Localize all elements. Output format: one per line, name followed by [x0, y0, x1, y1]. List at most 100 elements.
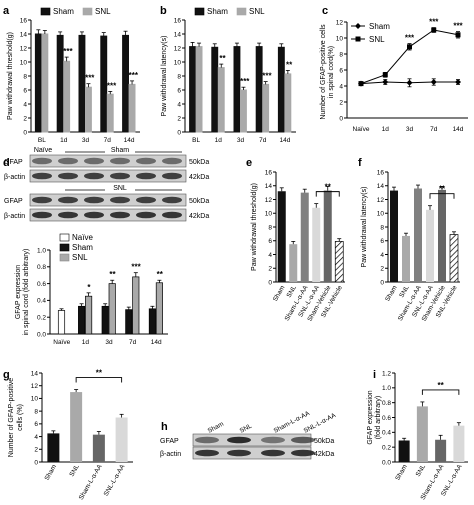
panel-f-xtick-label: Sham: [384, 285, 399, 303]
panel-f-bar: [426, 209, 434, 282]
panel-c-ytick-label: 4: [339, 83, 343, 90]
panel-f-ytick-label: 10: [377, 211, 385, 218]
panel-a-legend-snl-swatch: [82, 7, 93, 16]
panel-g-bar: [47, 433, 60, 462]
panel-b-xtick-label: 14d: [279, 137, 290, 144]
panel-d-sig: **: [109, 270, 116, 279]
panel-d-blot-band: [110, 157, 130, 165]
panel-i-bar: [453, 425, 465, 462]
panel-f-bar: [438, 189, 446, 282]
panel-f-bracket: [429, 193, 455, 199]
panel-g-ylabel-line2: cells (%): [17, 404, 24, 431]
panel-a-xtick-label: 14d: [124, 137, 135, 144]
panel-i-bar: [398, 440, 410, 462]
panel-a-bar-sham: [78, 34, 86, 133]
panel-d-blot-band: [136, 211, 156, 219]
panel-c-point-snl: [358, 81, 364, 87]
panel-d-blot-snl-label: SNL: [113, 185, 127, 192]
panel-d-blot-band: [162, 172, 182, 180]
panel-i-ytick-label: 0.6: [382, 415, 391, 422]
panel-d-bar-sham: [78, 305, 86, 335]
panel-b-xtick-label: 7d: [259, 137, 267, 144]
panel-b-ytick-label: 2: [177, 115, 181, 122]
panel-a-sig: ***: [107, 81, 117, 90]
panel-d-blot-band: [58, 211, 78, 219]
panel-e-bar: [323, 190, 332, 282]
panel-c-sig: ***: [405, 34, 415, 43]
panel-a-legend-sham-swatch: [40, 7, 51, 16]
panel-e-bar: [289, 244, 298, 282]
panel-b-ytick-label: 6: [177, 87, 181, 94]
panel-d-blot-sham-label: Sham: [111, 147, 129, 154]
panel-b-sig: ***: [240, 77, 250, 86]
panel-a-bar-snl: [63, 60, 71, 133]
panel-f-bar: [414, 188, 422, 282]
panel-b-xtick-label: BL: [192, 137, 200, 144]
panel-a-xtick-label: 7d: [104, 137, 112, 144]
panel-g-xtick-label: SNL-L-α-AA: [103, 463, 127, 498]
panel-b-ytick-label: 8: [177, 73, 181, 80]
panel-h-row-label: β-actin: [160, 451, 181, 458]
panel-d-ytick-label: 0.6: [37, 281, 46, 288]
panel-a-ytick-label: 4: [23, 101, 27, 108]
panel-a-bar-sham: [100, 35, 108, 133]
panel-i-bar: [435, 439, 447, 462]
panel-i-ytick-label: 0.2: [382, 444, 391, 451]
panel-d-ytick-label: 0.0: [37, 331, 46, 338]
panel-g-ytick-label: 6: [34, 421, 38, 428]
panel-g-ytick-label: 8: [34, 408, 38, 415]
panel-a-ytick-label: 16: [20, 17, 28, 24]
panel-f-letter: f: [358, 157, 362, 169]
panel-b-sig: ***: [262, 72, 272, 81]
panel-d-legend-snl-label: SNL: [72, 253, 88, 262]
panel-c-point-sham: [382, 79, 389, 85]
panel-c-xtick-label: 7d: [430, 126, 438, 133]
panel-d-xtick-label: Naïve: [53, 339, 70, 346]
panel-d-legend-snl-swatch: [59, 253, 70, 262]
panel-h-blot-band: [195, 436, 219, 444]
panel-g-xtick-label: Sham: [44, 464, 59, 482]
panel-a-legend-snl-label: SNL: [95, 7, 111, 16]
panel-g-bracket: [75, 377, 123, 383]
panel-d-bar-sham: [148, 308, 156, 335]
panel-b-xtick-label: 3d: [237, 137, 245, 144]
panel-d-ytick-label: 1.0: [37, 247, 46, 254]
panel-a-legend-sham-label: Sham: [53, 7, 74, 16]
panel-c-ytick-label: 12: [336, 19, 344, 26]
panel-b-bar-snl: [262, 83, 270, 133]
panel-h-lane-label: Sham: [207, 421, 225, 435]
panel-a-ytick-label: 10: [20, 59, 28, 66]
panel-d-bar-snl: [132, 276, 140, 335]
panel-b-ytick-label: 14: [174, 31, 182, 38]
panel-i-ylabel-line1: GFAP expression: [367, 390, 374, 444]
panel-f-bracket-label: **: [439, 185, 446, 194]
panel-d-xtick-label: 14d: [151, 339, 162, 346]
panel-d-bar-sham: [101, 305, 109, 335]
panel-d-blot-band: [84, 172, 104, 180]
panel-f-bar: [449, 234, 459, 283]
panel-d-blot-band: [110, 211, 130, 219]
panel-d-ylabel-line2: in spinal cord (fold arbitrary): [23, 249, 30, 336]
panel-b-sig: **: [286, 60, 293, 69]
panel-d-blot-band: [162, 211, 182, 219]
panel-d-ytick-label: 0.4: [37, 298, 46, 305]
panel-c-xtick-label: 3d: [406, 126, 414, 133]
panel-e-letter: e: [246, 157, 252, 169]
panel-i-bracket: [421, 389, 460, 395]
panel-g-ytick-label: 4: [34, 434, 38, 441]
panel-b-ytick-label: 10: [174, 59, 182, 66]
panel-b-sig: **: [219, 54, 226, 63]
panel-c-xtick-label: 1d: [382, 126, 390, 133]
panel-h-blot-band: [261, 449, 285, 457]
panel-c-ytick-label: 6: [339, 67, 343, 74]
panel-d-blot-band: [32, 211, 52, 219]
panel-c-sig: ***: [429, 18, 439, 27]
panel-a-bar-sham: [34, 33, 42, 133]
panel-d-blot-band: [58, 172, 78, 180]
panel-d-bar-snl: [155, 282, 163, 335]
panel-g-ytick-label: 12: [31, 383, 39, 390]
panel-f-bar: [402, 235, 410, 282]
panel-d-legend-naive-swatch: [59, 233, 70, 242]
panel-f-ytick-label: 2: [380, 266, 384, 273]
